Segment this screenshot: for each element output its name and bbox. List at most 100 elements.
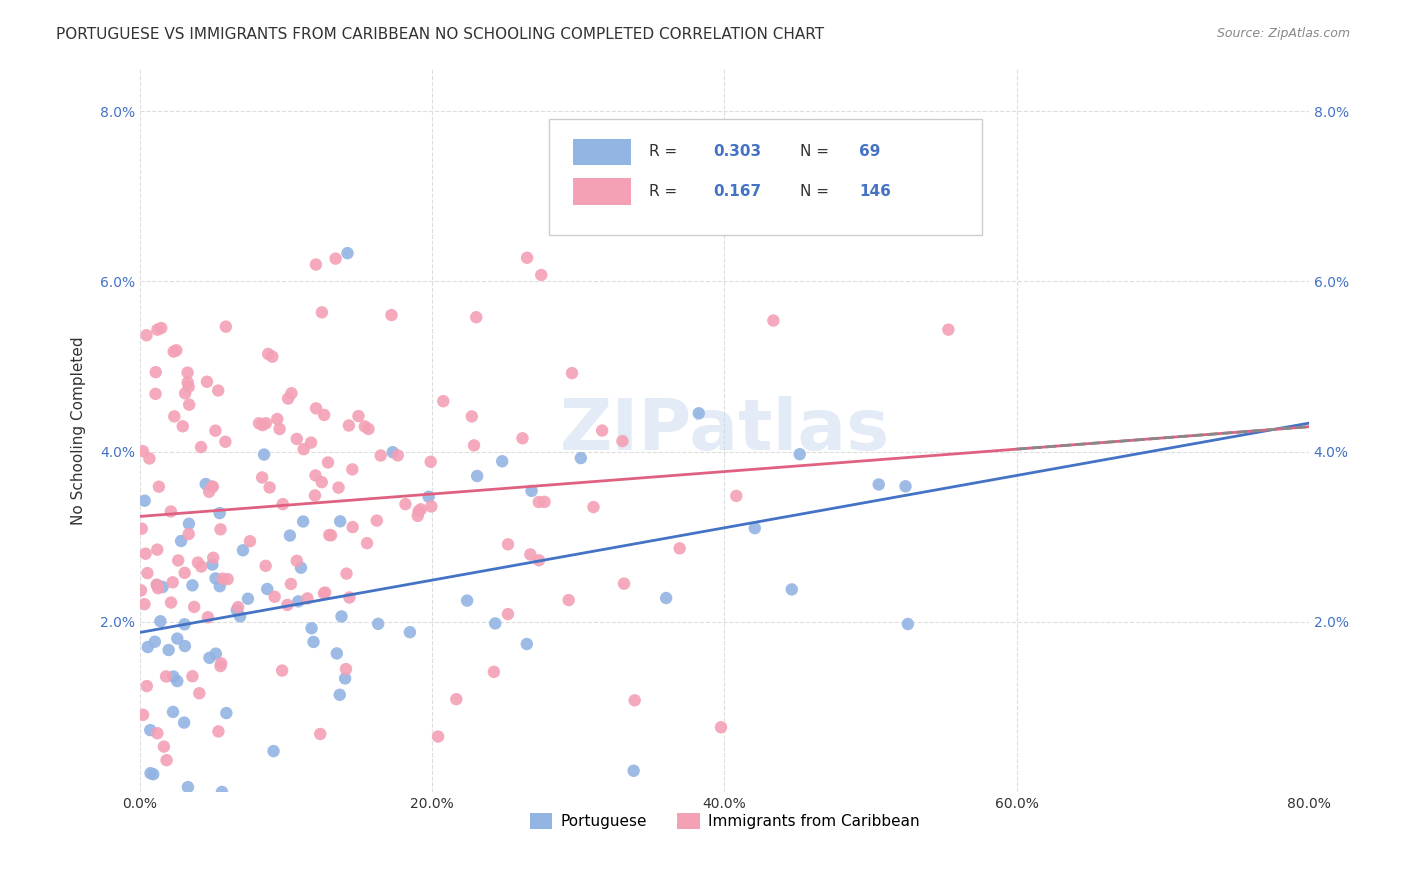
Point bbox=[897, 617, 920, 632]
Point bbox=[347, 409, 370, 423]
Point bbox=[342, 462, 364, 476]
Point bbox=[394, 497, 416, 511]
Point bbox=[299, 435, 322, 450]
Point bbox=[311, 475, 333, 490]
Point bbox=[314, 585, 336, 599]
Text: ZIPatlas: ZIPatlas bbox=[560, 396, 890, 465]
Point bbox=[148, 480, 170, 494]
Point bbox=[198, 650, 221, 665]
Point bbox=[190, 440, 212, 454]
Point bbox=[215, 319, 238, 334]
Point bbox=[232, 543, 254, 558]
Point bbox=[309, 727, 332, 741]
Point bbox=[314, 408, 336, 422]
Point bbox=[181, 578, 204, 592]
Point bbox=[138, 451, 160, 466]
Point bbox=[209, 522, 232, 536]
Point bbox=[162, 575, 184, 590]
Point bbox=[409, 502, 432, 516]
Point bbox=[160, 595, 183, 609]
Point bbox=[285, 432, 308, 446]
Point bbox=[326, 647, 349, 661]
Point bbox=[254, 416, 277, 430]
Point bbox=[181, 669, 204, 683]
Point bbox=[165, 343, 187, 358]
Point bbox=[276, 598, 298, 612]
Point bbox=[209, 659, 232, 673]
Point bbox=[134, 493, 156, 508]
Point bbox=[207, 384, 229, 398]
Point bbox=[129, 583, 152, 598]
Point bbox=[305, 258, 328, 272]
Point bbox=[194, 477, 217, 491]
Point bbox=[339, 591, 361, 605]
Bar bbox=[572, 178, 631, 204]
Point bbox=[176, 366, 198, 380]
Point bbox=[277, 392, 299, 406]
Point bbox=[190, 559, 212, 574]
Point bbox=[292, 442, 315, 457]
Bar bbox=[572, 138, 631, 165]
Point bbox=[432, 394, 454, 409]
Text: N =: N = bbox=[800, 145, 834, 159]
Point bbox=[655, 591, 678, 605]
Point bbox=[253, 448, 276, 462]
Point bbox=[173, 617, 195, 632]
Point bbox=[519, 548, 541, 562]
Point bbox=[512, 431, 534, 445]
Point bbox=[211, 572, 233, 586]
Point bbox=[304, 488, 326, 502]
Text: 0.303: 0.303 bbox=[713, 145, 761, 159]
Point bbox=[198, 484, 221, 499]
Point bbox=[333, 672, 356, 686]
Point bbox=[163, 409, 186, 424]
Point bbox=[179, 398, 201, 412]
Text: R =: R = bbox=[648, 184, 682, 199]
Point bbox=[204, 424, 226, 438]
Point bbox=[335, 662, 357, 676]
Point bbox=[215, 706, 238, 720]
Point bbox=[160, 504, 183, 518]
Point bbox=[257, 347, 280, 361]
Point bbox=[153, 739, 176, 754]
Point bbox=[152, 580, 174, 594]
Point bbox=[177, 516, 200, 531]
Text: 69: 69 bbox=[859, 145, 880, 159]
Point bbox=[285, 554, 308, 568]
Point bbox=[868, 477, 890, 491]
Point bbox=[381, 445, 404, 459]
Point bbox=[271, 497, 294, 511]
Point bbox=[456, 593, 478, 607]
Point bbox=[174, 386, 197, 401]
Point bbox=[136, 566, 159, 580]
Text: R =: R = bbox=[648, 145, 682, 159]
Point bbox=[569, 451, 592, 466]
Point bbox=[208, 579, 231, 593]
Point bbox=[316, 455, 339, 469]
Point bbox=[420, 500, 443, 514]
Point bbox=[530, 268, 553, 282]
Point bbox=[418, 490, 440, 504]
Point bbox=[623, 764, 645, 778]
Point bbox=[380, 308, 402, 322]
Point bbox=[202, 550, 225, 565]
Point bbox=[311, 305, 333, 319]
Point bbox=[533, 495, 555, 509]
Point bbox=[143, 634, 166, 648]
FancyBboxPatch shape bbox=[550, 120, 981, 235]
Point bbox=[170, 534, 193, 549]
Point bbox=[387, 449, 409, 463]
Point bbox=[329, 688, 352, 702]
Point bbox=[162, 669, 184, 683]
Point bbox=[688, 406, 710, 420]
Text: PORTUGUESE VS IMMIGRANTS FROM CARIBBEAN NO SCHOOLING COMPLETED CORRELATION CHART: PORTUGUESE VS IMMIGRANTS FROM CARIBBEAN … bbox=[56, 27, 824, 42]
Point bbox=[157, 643, 180, 657]
Point bbox=[201, 480, 224, 494]
Point bbox=[187, 556, 209, 570]
Point bbox=[725, 489, 748, 503]
Point bbox=[419, 455, 441, 469]
Point bbox=[155, 753, 177, 767]
Point bbox=[146, 323, 169, 337]
Point bbox=[174, 639, 197, 653]
Point bbox=[162, 705, 184, 719]
